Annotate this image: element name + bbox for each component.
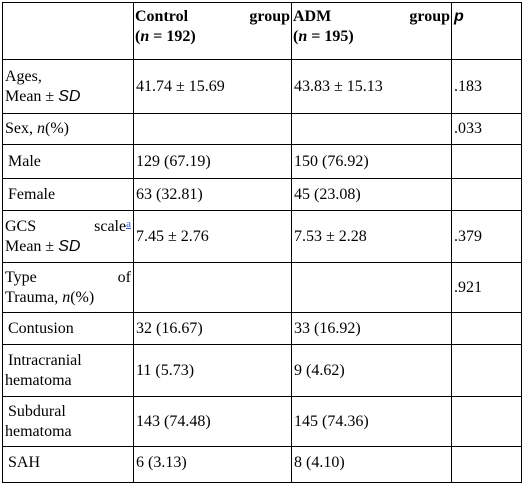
gcs-footnote-link[interactable]: a bbox=[126, 217, 131, 230]
ages-control: 41.74 ± 15.69 bbox=[133, 59, 292, 114]
male-adm: 150 (76.92) bbox=[291, 144, 452, 179]
ages-label-line2: Mean ± SD bbox=[5, 87, 81, 105]
trauma-label-line2: Trauma, n(%) bbox=[5, 288, 95, 306]
female-control: 63 (32.81) bbox=[133, 178, 292, 211]
female-label: Female bbox=[2, 178, 134, 211]
male-p-empty bbox=[451, 144, 522, 179]
intracranial-control: 11 (5.73) bbox=[133, 344, 292, 397]
gcs-adm: 7.53 ± 2.28 bbox=[291, 210, 452, 263]
table-row-intracranial: Intracranial hematoma 11 (5.73) 9 (4.62) bbox=[2, 344, 522, 397]
sah-p-empty bbox=[451, 446, 522, 483]
table-row-male: Male 129 (67.19) 150 (76.92) bbox=[2, 144, 522, 179]
intracranial-adm: 9 (4.62) bbox=[291, 344, 452, 397]
table-row-ages: Ages, Mean ± SD 41.74 ± 15.69 43.83 ± 15… bbox=[2, 59, 522, 114]
male-label: Male bbox=[2, 144, 134, 179]
contusion-label: Contusion bbox=[2, 312, 134, 345]
intracranial-p-empty bbox=[451, 344, 522, 397]
female-p-empty bbox=[451, 178, 522, 211]
sah-control: 6 (3.13) bbox=[133, 446, 292, 483]
ages-label: Ages, Mean ± SD bbox=[2, 59, 134, 114]
table-row-gcs: GCS scalea Mean ± SD 7.45 ± 2.76 7.53 ± … bbox=[2, 210, 522, 263]
sex-adm-empty bbox=[291, 113, 452, 145]
gcs-label: GCS scalea Mean ± SD bbox=[2, 210, 134, 263]
subdural-label-line2: hematoma bbox=[5, 422, 72, 440]
intracranial-label-line2: hematoma bbox=[5, 371, 72, 389]
subdural-adm: 145 (74.36) bbox=[291, 396, 452, 447]
table-header-row: Control group (n = 192) ADM group (n = 1… bbox=[2, 2, 522, 60]
header-adm-n: (n = 195) bbox=[293, 28, 354, 45]
subdural-label: Subdural hematoma bbox=[2, 396, 134, 447]
table-row-sah: SAH 6 (3.13) 8 (4.10) bbox=[2, 446, 522, 483]
sex-label: Sex, n(%) bbox=[2, 113, 134, 145]
header-control-word2: group bbox=[249, 8, 290, 25]
male-control: 129 (67.19) bbox=[133, 144, 292, 179]
header-adm-word2: group bbox=[409, 8, 450, 25]
contusion-p-empty bbox=[451, 312, 522, 345]
table-row-female: Female 63 (32.81) 45 (23.08) bbox=[2, 178, 522, 211]
subdural-p-empty bbox=[451, 396, 522, 447]
header-p-value: p bbox=[451, 2, 522, 60]
sah-label: SAH bbox=[2, 446, 134, 483]
table-row-subdural: Subdural hematoma 143 (74.48) 145 (74.36… bbox=[2, 396, 522, 447]
header-control-group: Control group (n = 192) bbox=[133, 2, 292, 60]
header-control-n: (n = 192) bbox=[135, 28, 196, 45]
ages-adm: 43.83 ± 15.13 bbox=[291, 59, 452, 114]
gcs-control: 7.45 ± 2.76 bbox=[133, 210, 292, 263]
sex-p: .033 bbox=[451, 113, 522, 145]
header-adm-word1: ADM bbox=[293, 8, 332, 25]
gcs-label-line2: Mean ± SD bbox=[5, 237, 81, 255]
table-row-sex: Sex, n(%) .033 bbox=[2, 113, 522, 145]
table-row-contusion: Contusion 32 (16.67) 33 (16.92) bbox=[2, 312, 522, 345]
header-control-word1: Control bbox=[135, 8, 189, 25]
header-adm-group: ADM group (n = 195) bbox=[291, 2, 452, 60]
sex-control-empty bbox=[133, 113, 292, 145]
contusion-adm: 33 (16.92) bbox=[291, 312, 452, 345]
ages-p: .183 bbox=[451, 59, 522, 114]
female-adm: 45 (23.08) bbox=[291, 178, 452, 211]
trauma-control-empty bbox=[133, 262, 292, 313]
gcs-p: .379 bbox=[451, 210, 522, 263]
sah-adm: 8 (4.10) bbox=[291, 446, 452, 483]
contusion-control: 32 (16.67) bbox=[133, 312, 292, 345]
header-empty-cell bbox=[2, 2, 134, 60]
subdural-control: 143 (74.48) bbox=[133, 396, 292, 447]
trauma-label: Type of Trauma, n(%) bbox=[2, 262, 134, 313]
trauma-adm-empty bbox=[291, 262, 452, 313]
table-row-trauma-type: Type of Trauma, n(%) .921 bbox=[2, 262, 522, 313]
intracranial-label: Intracranial hematoma bbox=[2, 344, 134, 397]
trauma-p: .921 bbox=[451, 262, 522, 313]
